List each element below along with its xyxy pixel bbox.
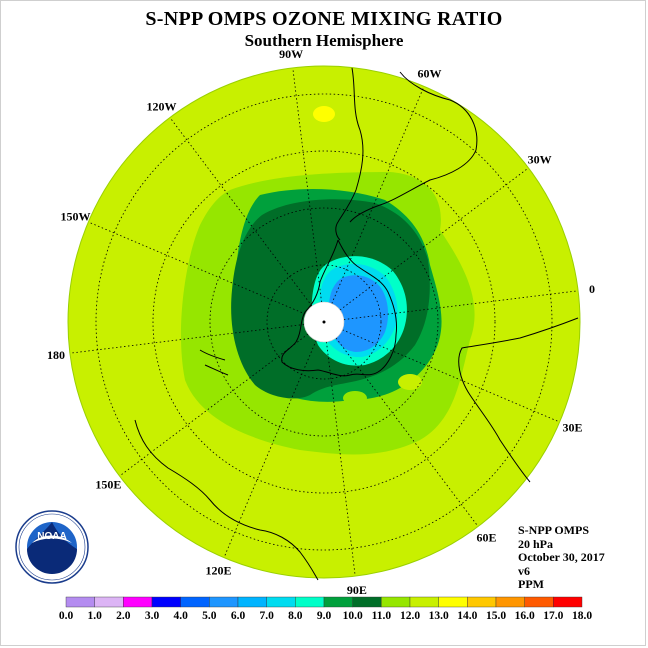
colorbar-swatch-0: [65, 596, 95, 608]
colorbar-label-13: 13.0: [429, 610, 449, 622]
meridians: [69, 67, 579, 577]
meridian-30: [342, 329, 560, 423]
meridian-210: [88, 221, 306, 315]
colorbar-swatch-14: [467, 596, 497, 608]
meridian-180: [69, 324, 305, 354]
coastlines: [134, 67, 579, 581]
colorbar-swatch-2: [123, 596, 153, 608]
ozone-patch-13: [313, 106, 335, 122]
colorbar-swatch-16: [524, 596, 554, 608]
coast-new-zealand: [199, 349, 229, 376]
graticule: [69, 67, 579, 577]
colorbar-label-2: 2.0: [116, 610, 131, 622]
colorbar-swatch-3: [151, 596, 181, 608]
colorbar-label-6: 6.0: [231, 610, 246, 622]
colorbar-label-15: 15.0: [486, 610, 506, 622]
lat-circle-1: [266, 264, 382, 380]
meridian-240: [169, 117, 313, 307]
colorbar-label-16: 16.0: [515, 610, 535, 622]
lon-label-90e: 90E: [347, 583, 367, 597]
map-title: S-NPP OMPS OZONE MIXING RATIO: [145, 8, 503, 30]
colorbar-label-5: 5.0: [202, 610, 217, 622]
coast-africa: [458, 317, 579, 483]
colorbar-swatch-5: [209, 596, 239, 608]
meridian-300: [331, 86, 425, 304]
meridian-60: [335, 337, 479, 527]
colorbar-swatch-4: [180, 596, 210, 608]
colorbar-label-1: 1.0: [87, 610, 102, 622]
colorbar-label-9: 9.0: [317, 610, 332, 622]
colorbar-swatch-17: [553, 596, 583, 608]
colorbar-swatch-10: [352, 596, 382, 608]
lon-label-90w: 90W: [279, 47, 303, 61]
noaa-logo-ring: [18, 513, 86, 581]
lon-label-120e: 120E: [205, 564, 231, 578]
colorbar-swatch-6: [237, 596, 267, 608]
meridian-270: [292, 67, 322, 303]
lon-label-0: 0: [589, 282, 595, 296]
coast-south-america-east: [349, 71, 478, 223]
colorbar-swatch-15: [495, 596, 525, 608]
coast-south-america: [335, 67, 364, 241]
colorbar-swatch-1: [94, 596, 124, 608]
ozone-patch-light: [398, 374, 422, 390]
colorbar-label-12: 12.0: [400, 610, 420, 622]
colorbar-label-7: 7.0: [259, 610, 274, 622]
meridian-0: [343, 290, 579, 320]
map-subtitle: Southern Hemisphere: [244, 31, 404, 50]
info-date: October 30, 2017: [518, 550, 605, 564]
info-panel: S-NPP OMPS 20 hPa October 30, 2017 v6 PP…: [518, 523, 605, 592]
colorbar-label-8: 8.0: [288, 610, 303, 622]
ozone-band-6: [328, 275, 389, 352]
colorbar-swatch-9: [323, 596, 353, 608]
colorbar-swatch-12: [409, 596, 439, 608]
lat-circle-4: [95, 93, 553, 551]
longitude-labels: 90W 60W 30W 0 30E 60E 90E 120E 150E 180 150W 120W: [47, 47, 595, 597]
colorbar-label-0: 0.0: [59, 610, 74, 622]
lon-label-150e: 150E: [95, 477, 121, 491]
ozone-patch-light-2: [343, 391, 367, 405]
noaa-logo-wave: [27, 522, 77, 574]
info-instrument: S-NPP OMPS: [518, 523, 589, 537]
colorbar-swatch-11: [381, 596, 411, 608]
colorbar-label-14: 14.0: [457, 610, 477, 622]
lon-label-30e: 30E: [563, 420, 583, 434]
colorbar-swatch-8: [295, 596, 325, 608]
lon-label-60w: 60W: [417, 66, 441, 80]
colorbar-label-18: 18.0: [572, 610, 592, 622]
meridian-330: [339, 167, 529, 311]
pole-dot: [322, 320, 326, 324]
info-version: v6: [518, 563, 530, 578]
lon-label-30w: 30W: [528, 153, 552, 167]
colorbar-label-10: 10.0: [343, 610, 363, 622]
lat-circle-2: [209, 207, 439, 437]
colorbar-swatch-7: [266, 596, 296, 608]
coast-antarctica: [281, 239, 397, 377]
colorbar-label-11: 11.0: [372, 610, 392, 622]
colorbar-label-3: 3.0: [145, 610, 160, 622]
coast-australia: [134, 419, 319, 581]
colorbar-swatch-13: [438, 596, 468, 608]
noaa-logo: NOAA: [15, 510, 89, 584]
colorbar-label-17: 17.0: [543, 610, 563, 622]
lon-label-180: 180: [47, 348, 65, 362]
info-units: PPM: [518, 577, 544, 591]
lon-label-60e: 60E: [476, 531, 496, 545]
colorbar: 0.0 1.0 2.0 3.0 4.0 5.0 6.0 7.0 8.0 9.0 10.0 11.0 12…: [59, 596, 592, 622]
noaa-logo-bird: [32, 535, 72, 543]
meridian-120: [223, 340, 317, 558]
lat-circle-3: [152, 150, 496, 494]
meridian-90: [326, 341, 356, 577]
lon-label-120w: 120W: [147, 99, 177, 113]
colorbar-label-4: 4.0: [173, 610, 188, 622]
lon-label-150w: 150W: [60, 210, 90, 224]
noaa-logo-text: NOAA: [37, 531, 66, 542]
meridian-150: [119, 333, 309, 477]
info-level: 20 hPa: [518, 536, 554, 551]
